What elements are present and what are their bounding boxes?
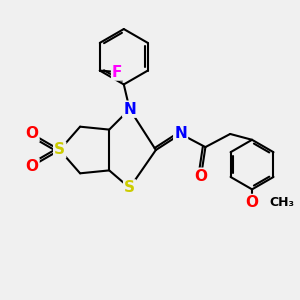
Text: O: O (245, 195, 259, 210)
Text: N: N (123, 102, 136, 117)
Text: S: S (124, 180, 135, 195)
Text: O: O (194, 169, 208, 184)
Text: N: N (174, 127, 187, 142)
Text: O: O (26, 158, 38, 173)
Text: F: F (112, 64, 122, 80)
Text: S: S (54, 142, 65, 158)
Text: O: O (26, 127, 38, 142)
Text: CH₃: CH₃ (269, 196, 295, 209)
